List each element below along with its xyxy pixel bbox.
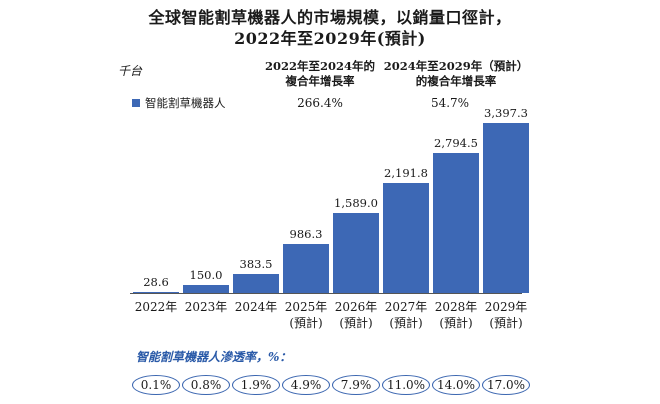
x-tick-label: 2028年 (預計): [426, 299, 486, 331]
bar-2024年: [233, 274, 279, 293]
cagr-value-2022-2024: 266.4%: [297, 96, 343, 110]
x-tick-year: 2022年: [134, 300, 178, 314]
x-tick-label: 2025年 (預計): [276, 299, 336, 331]
penetration-value: 17.0%: [482, 375, 530, 395]
penetration-title: 智能割草機器人滲透率，%：: [136, 350, 292, 364]
x-tick-year: 2029年: [484, 300, 528, 314]
bar-2022年: [133, 292, 179, 293]
bar-2025年: [283, 244, 329, 293]
x-tick-label: 2022年: [126, 299, 186, 315]
cagr-heading-line1: 2022年至2024年的: [264, 59, 375, 73]
x-tick-label: 2029年 (預計): [476, 299, 536, 331]
bar-value-label: 150.0: [189, 268, 223, 282]
x-axis-line: [130, 293, 522, 294]
bar-value-label: 1,589.0: [334, 196, 378, 210]
x-tick-year: 2024年: [234, 300, 278, 314]
penetration-value: 11.0%: [382, 375, 430, 395]
penetration-value: 0.1%: [132, 375, 180, 395]
x-tick-year: 2027年: [384, 300, 428, 314]
cagr-heading-line2: 的複合年增長率: [415, 74, 497, 88]
cagr-heading-line2: 複合年增長率: [285, 74, 355, 88]
bar-value-label: 3,397.3: [484, 106, 528, 120]
bar-2029年: [483, 123, 529, 293]
x-tick-note: (預計): [489, 316, 523, 330]
penetration-value: 14.0%: [432, 375, 480, 395]
cagr-heading-2022-2024: 2022年至2024年的 複合年增長率: [245, 59, 395, 89]
penetration-value: 1.9%: [232, 375, 280, 395]
bar-value-label: 383.5: [239, 257, 273, 271]
x-tick-year: 2025年: [284, 300, 328, 314]
cagr-value-2024-2029: 54.7%: [430, 96, 470, 110]
x-tick-note: (預計): [339, 316, 373, 330]
x-tick-label: 2024年: [226, 299, 286, 315]
x-tick-note: (預計): [289, 316, 323, 330]
penetration-value: 7.9%: [332, 375, 380, 395]
cagr-heading-line1: 2024年至2029年（預計）: [383, 59, 529, 73]
penetration-value: 0.8%: [182, 375, 230, 395]
bar-value-label: 2,794.5: [434, 136, 478, 150]
bar-2027年: [383, 183, 429, 293]
x-tick-note: (預計): [389, 316, 423, 330]
x-tick-year: 2023年: [184, 300, 228, 314]
bar-value-label: 2,191.8: [384, 166, 428, 180]
x-tick-year: 2026年: [334, 300, 378, 314]
x-tick-label: 2023年: [176, 299, 236, 315]
bar-2023年: [183, 285, 229, 293]
chart-title-line1: 全球智能割草機器人的市場規模，以銷量口徑計，: [148, 8, 512, 27]
bar-value-label: 28.6: [143, 275, 169, 289]
x-tick-year: 2028年: [434, 300, 478, 314]
bar-value-label: 986.3: [289, 227, 323, 241]
legend-swatch: [132, 99, 140, 107]
x-tick-label: 2026年 (預計): [326, 299, 386, 331]
chart-title-line2: 2022年至2029年(預計): [234, 29, 426, 48]
cagr-heading-2024-2029: 2024年至2029年（預計） 的複合年增長率: [376, 59, 536, 89]
x-tick-label: 2027年 (預計): [376, 299, 436, 331]
unit-label: 千台: [118, 64, 143, 78]
legend: 智能割草機器人: [132, 95, 226, 111]
legend-label: 智能割草機器人: [145, 96, 226, 110]
penetration-value: 4.9%: [282, 375, 330, 395]
x-tick-note: (預計): [439, 316, 473, 330]
bar-2028年: [433, 153, 479, 293]
bar-2026年: [333, 213, 379, 293]
